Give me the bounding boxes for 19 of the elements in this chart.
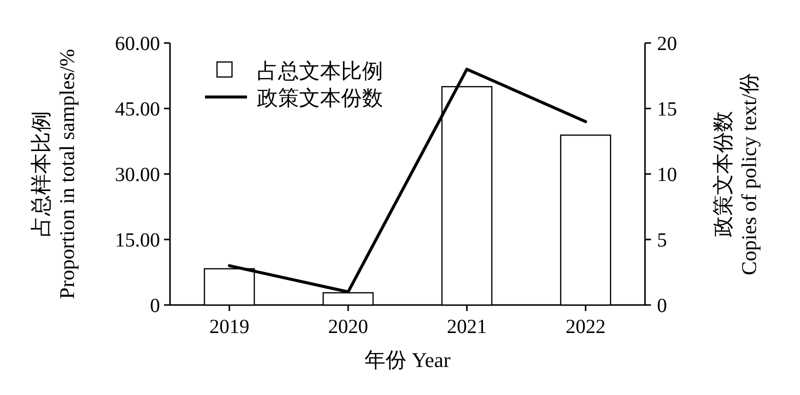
y2-tick-label: 5 <box>657 230 667 252</box>
x-tick-label: 2019 <box>209 316 250 338</box>
legend-label: 政策文本份数 <box>257 86 383 110</box>
y2-tick-label: 0 <box>657 295 667 317</box>
x-axis-title: 年份 Year <box>364 348 450 372</box>
y2-tick-label: 15 <box>657 98 677 120</box>
y-tick-label: 30.00 <box>115 164 160 186</box>
y-tick-label: 0 <box>150 295 160 317</box>
y-tick-label: 45.00 <box>115 98 160 120</box>
y-axis-title: 占总样本比例 Proportion in total samples/% <box>29 48 79 300</box>
y-tick-label: 60.00 <box>115 33 160 55</box>
legend-label: 占总文本比例 <box>257 59 383 83</box>
y-tick-label: 15.00 <box>115 230 160 252</box>
x-tick-label: 2020 <box>328 316 368 338</box>
x-tick-label: 2021 <box>446 316 487 338</box>
x-tick-label: 2022 <box>566 316 606 338</box>
y2-tick-label: 20 <box>657 33 677 55</box>
y2-tick-label: 10 <box>657 164 677 186</box>
y2-axis-title: 政策文本份数 Copies of policy text/份 <box>711 72 761 276</box>
